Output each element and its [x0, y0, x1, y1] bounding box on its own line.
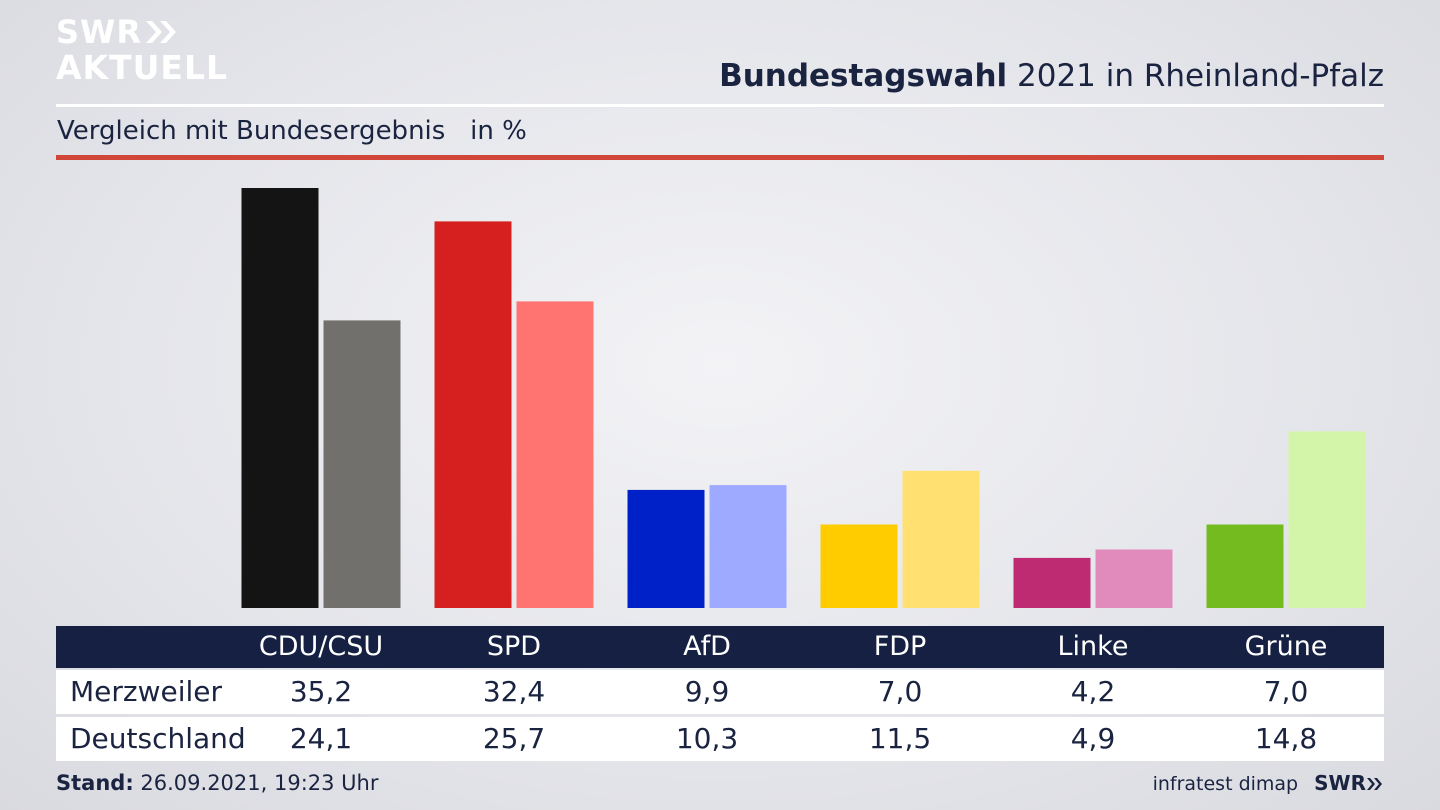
- timestamp: Stand: 26.09.2021, 19:23 Uhr: [56, 771, 379, 795]
- bar-cdu-csu-merzweiler: [241, 188, 319, 608]
- bar-afd-deutschland: [709, 485, 787, 608]
- value-label-linke-deutschland: 4,9: [1070, 722, 1116, 755]
- bar-linke-deutschland: [1095, 549, 1173, 608]
- value-label-linke-merzweiler: 4,2: [1070, 675, 1116, 708]
- footer-brand: SWR: [1314, 771, 1384, 795]
- value-label-afd-deutschland: 10,3: [675, 722, 739, 755]
- chevron-double-icon: [145, 21, 176, 43]
- title-bold: Bundestagswahl: [719, 58, 1008, 94]
- value-label-fdp-deutschland: 11,5: [868, 722, 932, 755]
- bar-fdp-merzweiler: [820, 524, 898, 608]
- category-label-spd: SPD: [486, 631, 542, 662]
- stand-label: Stand:: [56, 771, 134, 795]
- value-label-fdp-merzweiler: 7,0: [877, 675, 923, 708]
- value-label-spd-deutschland: 25,7: [482, 722, 546, 755]
- bar-linke-merzweiler: [1013, 557, 1091, 608]
- stand-value: 26.09.2021, 19:23 Uhr: [133, 771, 379, 795]
- logo-line2: AKTUELL: [56, 48, 229, 87]
- bar-afd-merzweiler: [627, 489, 705, 608]
- title-rest: 2021 in Rheinland-Pfalz: [1007, 58, 1384, 94]
- bar-gr-ne-merzweiler: [1206, 524, 1284, 608]
- table-header: CDU/CSU SPD AfD FDP Linke Grüne: [56, 626, 1384, 668]
- source-text: infratest dimap: [1152, 773, 1299, 795]
- chart-subtitle: Vergleich mit Bundesergebnis in %: [57, 116, 527, 146]
- category-label-gr-ne: Grüne: [1244, 631, 1328, 662]
- logo-line1: SWR: [56, 13, 142, 51]
- table-row-merzweiler: Merzweiler 35,2 32,4 9,9 7,0 4,2 7,0: [56, 670, 1384, 714]
- page-title: Bundestagswahl 2021 in Rheinland-Pfalz: [719, 58, 1384, 94]
- bar-fdp-deutschland: [902, 470, 980, 608]
- bar-cdu-csu-deutschland: [323, 320, 401, 608]
- value-label-gr-ne-merzweiler: 7,0: [1263, 675, 1309, 708]
- row-label: Merzweiler: [70, 675, 223, 708]
- source-credit: infratest dimap SWR: [1153, 771, 1384, 795]
- category-label-linke: Linke: [1057, 631, 1129, 662]
- category-label-fdp: FDP: [873, 631, 927, 662]
- subtitle-divider: [56, 155, 1384, 160]
- header-divider: [56, 104, 1384, 107]
- category-label-cdu-csu: CDU/CSU: [258, 631, 384, 662]
- swr-aktuell-logo: SWR AKTUELL: [56, 16, 228, 84]
- row-label: Deutschland: [70, 722, 246, 755]
- bar-gr-ne-deutschland: [1288, 431, 1366, 608]
- value-label-cdu-csu-merzweiler: 35,2: [289, 675, 353, 708]
- category-label-afd: AfD: [683, 631, 731, 662]
- value-label-afd-merzweiler: 9,9: [684, 675, 730, 708]
- bar-spd-merzweiler: [434, 221, 512, 608]
- value-label-cdu-csu-deutschland: 24,1: [289, 722, 353, 755]
- table-row-deutschland: Deutschland 24,1 25,7 10,3 11,5 4,9 14,8: [56, 717, 1384, 761]
- chevron-double-icon: [1367, 778, 1382, 790]
- value-label-spd-merzweiler: 32,4: [482, 675, 546, 708]
- bar-spd-deutschland: [516, 301, 594, 608]
- value-label-gr-ne-deutschland: 14,8: [1254, 722, 1318, 755]
